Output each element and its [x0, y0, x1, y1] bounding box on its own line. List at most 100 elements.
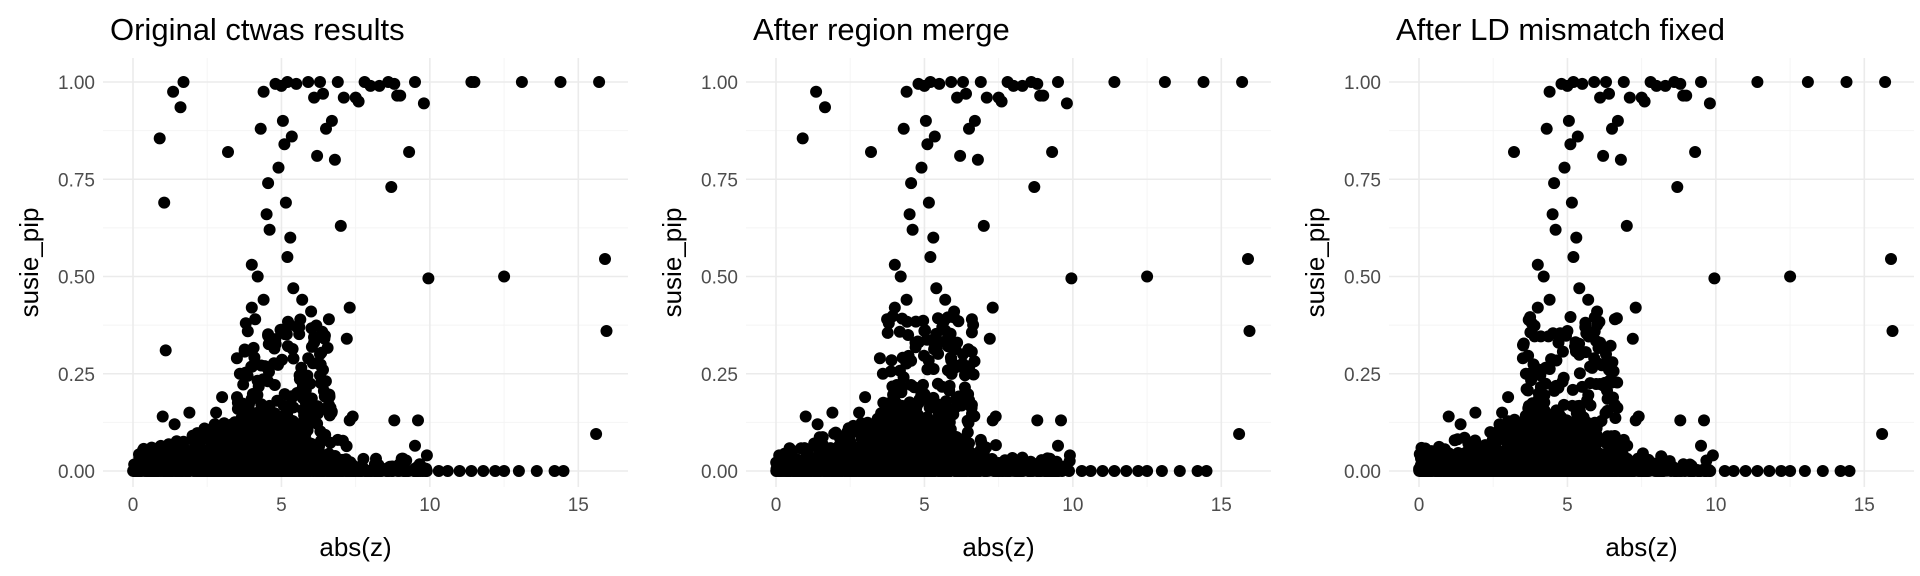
y-tick-label: 0.00 — [58, 462, 95, 483]
data-point — [1141, 465, 1154, 477]
data-point — [231, 396, 244, 409]
data-point — [919, 114, 932, 127]
data-point — [930, 282, 943, 295]
data-point — [888, 258, 901, 271]
data-point — [1200, 465, 1213, 477]
data-point — [906, 223, 919, 236]
y-tick-label: 0.50 — [701, 268, 738, 289]
data-point — [989, 410, 1002, 423]
data-point — [928, 130, 941, 143]
data-point — [296, 391, 309, 404]
data-point — [247, 459, 260, 472]
data-point — [1042, 465, 1055, 477]
data-point — [278, 138, 291, 151]
data-point — [237, 449, 250, 462]
data-point — [352, 95, 365, 108]
data-point — [817, 458, 830, 471]
data-point — [183, 406, 196, 419]
data-point — [181, 460, 194, 473]
data-point — [974, 433, 987, 446]
data-point — [322, 313, 335, 326]
data-point — [1021, 463, 1034, 476]
data-point — [515, 76, 528, 88]
data-point — [905, 379, 918, 391]
data-point — [1096, 465, 1109, 477]
data-point — [1007, 79, 1020, 92]
data-point — [876, 367, 889, 380]
data-point — [1108, 76, 1121, 88]
y-tick-label: 1.00 — [1344, 73, 1381, 94]
data-point — [318, 332, 331, 345]
data-point — [257, 465, 270, 477]
data-point — [322, 398, 335, 411]
data-point — [931, 413, 944, 426]
data-point — [263, 223, 276, 236]
x-tick-label: 0 — [128, 495, 139, 516]
data-point — [337, 91, 350, 104]
data-point — [882, 317, 895, 330]
data-point — [960, 363, 972, 376]
data-point — [1233, 428, 1246, 440]
data-point — [254, 122, 267, 135]
data-point — [156, 410, 169, 423]
data-point — [364, 79, 377, 92]
data-point — [284, 401, 297, 414]
data-point — [903, 208, 916, 221]
data-point — [971, 153, 984, 166]
data-point — [432, 465, 445, 477]
data-point — [1052, 439, 1064, 452]
data-point — [388, 77, 401, 90]
data-point — [950, 431, 963, 443]
data-point — [371, 465, 384, 477]
data-point — [968, 114, 981, 127]
data-point — [305, 305, 318, 318]
data-point — [845, 453, 858, 466]
data-point — [153, 132, 166, 145]
data-point — [599, 253, 611, 265]
data-point — [260, 208, 273, 221]
data-point — [272, 161, 285, 174]
data-point — [293, 418, 306, 431]
data-point — [855, 443, 868, 456]
data-point — [1451, 433, 1464, 446]
data-point — [590, 428, 603, 440]
data-point — [1197, 76, 1210, 88]
data-point — [983, 462, 996, 475]
data-point — [873, 352, 886, 365]
data-point — [853, 406, 866, 419]
data-point — [796, 132, 809, 145]
data-point — [974, 76, 987, 88]
data-point — [905, 177, 918, 190]
data-point — [159, 344, 172, 357]
data-point — [249, 313, 262, 326]
data-point — [557, 465, 570, 477]
x-tick-label: 15 — [1211, 495, 1232, 516]
data-point — [968, 355, 981, 368]
data-point — [239, 317, 252, 330]
data-point — [293, 321, 306, 334]
data-point — [313, 465, 326, 477]
data-point — [1141, 270, 1154, 283]
y-tick-label: 0.75 — [58, 170, 95, 191]
y-tick-label: 0.75 — [701, 170, 738, 191]
data-point — [498, 465, 511, 477]
data-point — [314, 76, 326, 88]
data-point — [403, 146, 416, 158]
data-point — [409, 439, 421, 452]
data-point — [922, 196, 935, 209]
data-point — [880, 465, 892, 477]
data-point — [995, 95, 1008, 108]
data-point — [285, 390, 298, 403]
data-point — [388, 414, 401, 427]
data-point — [1173, 465, 1186, 477]
data-point — [314, 348, 326, 361]
data-point — [945, 76, 958, 88]
data-point — [198, 426, 211, 439]
data-points — [127, 76, 613, 477]
data-point — [233, 367, 246, 380]
data-point — [957, 348, 969, 361]
data-point — [249, 436, 262, 449]
data-point — [172, 445, 185, 458]
